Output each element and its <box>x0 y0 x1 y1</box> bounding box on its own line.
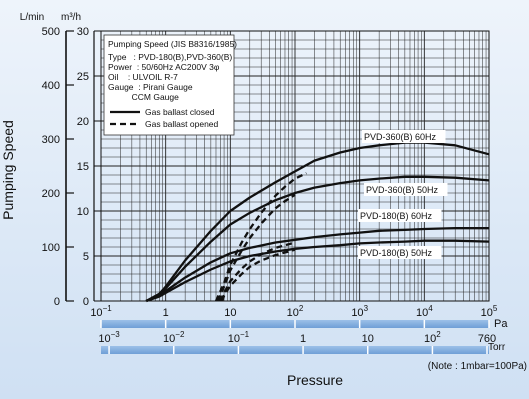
lmin-tick-label: 400 <box>42 80 60 92</box>
series-line-3 <box>145 239 490 303</box>
legend-line-1: Type : PVD-180(B),PVD-360(B) <box>108 52 232 62</box>
lmin-tick-label: 100 <box>42 242 60 254</box>
torr-scale-band <box>101 346 489 354</box>
curve-label-bg <box>364 183 448 196</box>
y-axis-label: Pumping Speed <box>0 120 16 220</box>
m3h-tick-label: 20 <box>77 116 89 128</box>
plot-frame <box>100 30 490 302</box>
legend-entry-closed: Gas ballast closed <box>145 107 215 117</box>
pa-tick-label: 1 <box>163 307 169 319</box>
legend-line-0: Pumping Speed (JIS B8316/1985) <box>108 39 237 49</box>
legend-box: Pumping Speed (JIS B8316/1985) Type : PV… <box>103 34 237 136</box>
legend-line-2: Power : 50/60Hz AC200V 3φ <box>108 62 220 72</box>
m3h-tick-label: 10 <box>77 206 89 218</box>
lmin-tick-label: 300 <box>42 134 60 146</box>
torr-tick-label: 760 <box>478 333 496 345</box>
curve-labels: PVD-360(B) 60Hz PVD-360(B) 50Hz PVD-180(B)… <box>358 130 448 259</box>
pa-unit: Pa <box>494 318 508 330</box>
series-line-4 <box>214 172 307 302</box>
lmin-tick-label: 500 <box>42 26 60 38</box>
curve-label: PVD-360(B) 50Hz <box>366 185 439 195</box>
pa-tick-label: 10 <box>224 307 236 319</box>
curves <box>145 141 490 303</box>
y-unit-left: L/min <box>20 12 44 23</box>
legend-entry-opened: Gas ballast opened <box>145 119 219 129</box>
series-line-7 <box>221 248 296 302</box>
m3h-tick-label: 30 <box>77 26 89 38</box>
y-unit-right: m³/h <box>61 12 81 23</box>
lmin-tick-label: 0 <box>54 296 60 308</box>
legend-line-4: Gauge : Pirani Gauge <box>108 82 193 92</box>
curve-label: PVD-180(B) 60Hz <box>360 211 433 221</box>
curve-label: PVD-360(B) 60Hz <box>364 132 437 142</box>
m3h-tick-label: 0 <box>83 296 89 308</box>
series-line-6 <box>219 241 296 302</box>
x-axis-label: Pressure <box>287 372 343 388</box>
torr-tick-label: 1 <box>300 333 306 345</box>
m3h-tick-label: 5 <box>83 251 89 263</box>
lmin-tick-label: 200 <box>42 188 60 200</box>
torr-tick-label: 10 <box>362 333 374 345</box>
curve-label-bg <box>362 130 446 143</box>
series-line-5 <box>217 193 296 302</box>
series-line-1 <box>145 175 490 303</box>
curve-label-bg <box>358 246 442 259</box>
curve-label: PVD-180(B) 50Hz <box>360 248 433 258</box>
legend-line-5: CCM Gauge <box>108 92 179 102</box>
torr-unit: Torr <box>488 342 506 353</box>
m3h-tick-label: 25 <box>77 71 89 83</box>
m3h-tick-label: 15 <box>77 161 89 173</box>
footnote: (Note : 1mbar=100Pa) <box>428 361 527 372</box>
legend-line-3: Oil : ULVOIL R-7 <box>108 72 178 82</box>
curve-label-bg <box>358 209 442 222</box>
series-line-2 <box>145 226 489 303</box>
